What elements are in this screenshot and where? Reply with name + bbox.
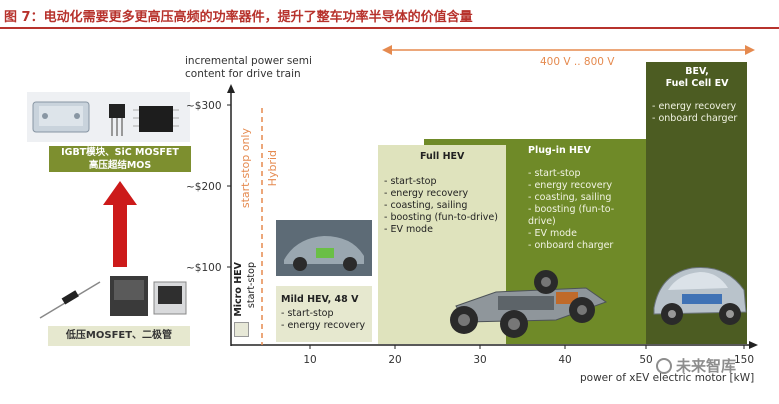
high-power-devices-photo	[27, 92, 190, 142]
x-tick-10: 10	[303, 354, 317, 366]
plugin-hev-list: start-stop energy recovery coasting, sai…	[528, 168, 640, 252]
mild-hev-item: start-stop	[281, 308, 372, 320]
plugin-hev-item: onboard charger	[528, 240, 640, 252]
y-axis-title-line1: incremental power semi	[185, 55, 312, 67]
micro-hev-item: start-stop	[246, 262, 257, 309]
x-axis-title: power of xEV electric motor [kW]	[580, 372, 755, 384]
voltage-range-label: 400 V .. 800 V	[540, 56, 615, 68]
bev-item: energy recovery	[652, 101, 746, 113]
high-power-devices-label: IGBT模块、SiC MOSFET 高压超结MOS	[49, 146, 191, 172]
title-rule	[0, 27, 779, 29]
watermark-text: 未来智库	[676, 357, 737, 375]
y-tick-200: ~$200	[186, 181, 222, 193]
watermark-logo-icon	[656, 357, 672, 374]
bev-car-image	[653, 266, 747, 325]
y-axis-title-line2: content for drive train	[185, 68, 301, 80]
x-tick-50: 50	[639, 354, 653, 366]
mild-hev-list: start-stop energy recovery	[281, 308, 372, 332]
full-hev-item: EV mode	[384, 224, 499, 236]
bev-list: energy recovery onboard charger	[652, 101, 746, 125]
y-tick-100: ~$100	[186, 262, 222, 274]
ev-chassis-image	[450, 270, 608, 338]
plugin-hev-item: start-stop	[528, 168, 640, 180]
full-hev-item: boosting (fun-to-drive)	[384, 212, 499, 224]
mild-hev-item: energy recovery	[281, 320, 372, 332]
full-hev-list: start-stop energy recovery coasting, sai…	[384, 176, 499, 236]
bev-title-line2: Fuel Cell EV	[665, 78, 729, 89]
micro-hev-title: Micro HEV	[233, 262, 244, 317]
mild-hev-car-photo	[276, 220, 372, 276]
plugin-hev-item: EV mode	[528, 228, 640, 240]
micro-hev-checkbox	[234, 322, 249, 337]
high-power-devices-label-line2: 高压超结MOS	[88, 160, 152, 171]
mild-hev-title: Mild HEV, 48 V	[281, 294, 359, 305]
low-power-devices-label: 低压MOSFET、二极管	[48, 326, 190, 346]
mild-hev-box: Mild HEV, 48 V start-stop energy recover…	[276, 286, 372, 342]
x-tick-150: 150	[733, 354, 755, 366]
full-hev-item: start-stop	[384, 176, 499, 188]
x-tick-30: 30	[473, 354, 487, 366]
high-power-devices-label-line1: IGBT模块、SiC MOSFET	[61, 147, 179, 158]
plugin-hev-item: coasting, sailing	[528, 192, 640, 204]
bev-title-line1: BEV,	[685, 66, 709, 77]
diode-mosfet-icon	[39, 276, 187, 319]
hybrid-label: Hybrid	[266, 150, 279, 187]
plugin-hev-title: Plug-in HEV	[528, 145, 591, 156]
full-hev-title: Full HEV	[420, 151, 465, 162]
y-tick-300: ~$300	[186, 100, 222, 112]
full-hev-item: energy recovery	[384, 188, 499, 200]
x-tick-40: 40	[558, 354, 572, 366]
figure-title: 图 7：电动化需要更多更高压高频的功率器件，提升了整车功率半导体的价值含量	[4, 10, 473, 25]
low-power-devices-photo	[38, 272, 190, 324]
plugin-hev-item: boosting (fun-to-drive)	[528, 204, 640, 228]
start-stop-only-label: start-stop only	[239, 128, 252, 209]
power-module-icon	[32, 101, 179, 136]
y-axis-title: incremental power semi content for drive…	[185, 55, 312, 81]
plugin-hev-item: energy recovery	[528, 180, 640, 192]
up-arrow-icon	[103, 181, 137, 267]
car-cutaway-icon	[276, 220, 372, 276]
full-hev-item: coasting, sailing	[384, 200, 499, 212]
x-tick-20: 20	[388, 354, 402, 366]
watermark: 未来智库	[656, 355, 736, 376]
bev-title: BEV, Fuel Cell EV	[650, 66, 744, 90]
bev-item: onboard charger	[652, 113, 746, 125]
